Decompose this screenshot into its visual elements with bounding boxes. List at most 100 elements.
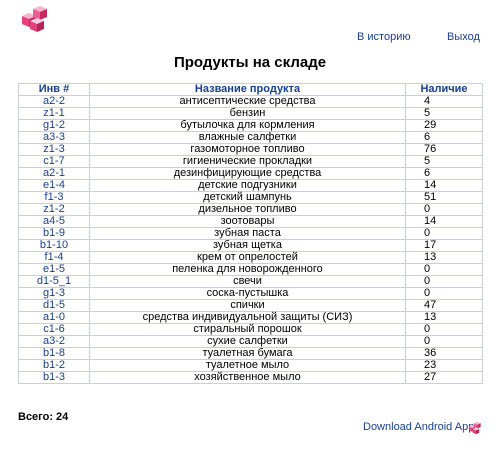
- product-name-cell: зубная паста: [89, 227, 406, 240]
- product-name-cell: стиральный порошок: [89, 323, 406, 336]
- inventory-table: Инв # Название продукта Наличие a2-2 анти…: [18, 83, 483, 384]
- table-row: b1-9 зубная паста 0: [18, 227, 483, 240]
- table-row: a2-2 антисептические средства 4: [18, 95, 483, 108]
- table-row: c1-7 гигиенические прокладки 5: [18, 155, 483, 168]
- quantity-cell: 13: [405, 311, 483, 324]
- table-row: c1-6 стиральный порошок 0: [18, 323, 483, 336]
- product-name-cell: зоотовары: [89, 215, 406, 228]
- inv-cell[interactable]: d1-5: [18, 299, 90, 312]
- quantity-cell: 0: [405, 275, 483, 288]
- quantity-cell: 14: [405, 179, 483, 192]
- inv-cell[interactable]: b1-8: [18, 347, 90, 360]
- cubes-app-icon[interactable]: [467, 420, 483, 436]
- inv-cell[interactable]: z1-2: [18, 203, 90, 216]
- quantity-cell: 0: [405, 227, 483, 240]
- product-name-cell: средства индивидуальной защиты (СИЗ): [89, 311, 406, 324]
- history-link[interactable]: В историю: [357, 31, 411, 43]
- inv-cell[interactable]: g1-3: [18, 287, 90, 300]
- product-name-cell: туалетная бумага: [89, 347, 406, 360]
- product-name-cell: детский шампунь: [89, 191, 406, 204]
- table-row: e1-4 детские подгузники 14: [18, 179, 483, 192]
- page-title: Продукты на складе: [173, 54, 327, 71]
- product-name-cell: зубная щетка: [89, 239, 406, 252]
- quantity-cell: 23: [405, 359, 483, 372]
- quantity-cell: 36: [405, 347, 483, 360]
- product-name-cell: спички: [89, 299, 406, 312]
- inv-cell[interactable]: b1-9: [18, 227, 90, 240]
- inv-cell[interactable]: b1-2: [18, 359, 90, 372]
- column-header-inv[interactable]: Инв #: [18, 83, 90, 96]
- product-name-cell: влажные салфетки: [89, 131, 406, 144]
- table-header-row: Инв # Название продукта Наличие: [18, 83, 483, 96]
- inv-cell[interactable]: a2-1: [18, 167, 90, 180]
- cubes-logo-icon[interactable]: [18, 4, 52, 34]
- column-header-name[interactable]: Название продукта: [89, 83, 406, 96]
- product-name-cell: крем от опрелостей: [89, 251, 406, 264]
- inv-cell[interactable]: b1-10: [18, 239, 90, 252]
- inv-cell[interactable]: e1-4: [18, 179, 90, 192]
- quantity-cell: 27: [405, 371, 483, 384]
- inv-cell[interactable]: f1-3: [18, 191, 90, 204]
- quantity-cell: 0: [405, 287, 483, 300]
- table-row: a1-0 средства индивидуальной защиты (СИЗ)…: [18, 311, 483, 324]
- product-name-cell: дизельное топливо: [89, 203, 406, 216]
- product-name-cell: сухие салфетки: [89, 335, 406, 348]
- logout-link[interactable]: Выход: [447, 31, 480, 43]
- table-row: b1-2 туалетное мыло 23: [18, 359, 483, 372]
- product-name-cell: газомоторное топливо: [89, 143, 406, 156]
- inv-cell[interactable]: c1-6: [18, 323, 90, 336]
- quantity-cell: 4: [405, 95, 483, 108]
- table-row: z1-1 бензин 5: [18, 107, 483, 120]
- inv-cell[interactable]: a3-3: [18, 131, 90, 144]
- inv-cell[interactable]: d1-5_1: [18, 275, 90, 288]
- table-row: a2-1 дезинфицирующие средства 6: [18, 167, 483, 180]
- table-row: a4-5 зоотовары 14: [18, 215, 483, 228]
- table-row: f1-4 крем от опрелостей 13: [18, 251, 483, 264]
- quantity-cell: 5: [405, 107, 483, 120]
- inv-cell[interactable]: b1-3: [18, 371, 90, 384]
- table-row: d1-5 спички 47: [18, 299, 483, 312]
- quantity-cell: 0: [405, 203, 483, 216]
- inv-cell[interactable]: a4-5: [18, 215, 90, 228]
- inv-cell[interactable]: g1-2: [18, 119, 90, 132]
- inv-cell[interactable]: a3-2: [18, 335, 90, 348]
- inv-cell[interactable]: f1-4: [18, 251, 90, 264]
- table-row: b1-8 туалетная бумага 36: [18, 347, 483, 360]
- inv-cell[interactable]: e1-5: [18, 263, 90, 276]
- quantity-cell: 0: [405, 263, 483, 276]
- product-name-cell: гигиенические прокладки: [89, 155, 406, 168]
- table-row: z1-3 газомоторное топливо 76: [18, 143, 483, 156]
- product-name-cell: соска-пустышка: [89, 287, 406, 300]
- inv-cell[interactable]: c1-7: [18, 155, 90, 168]
- quantity-cell: 29: [405, 119, 483, 132]
- inv-cell[interactable]: a1-0: [18, 311, 90, 324]
- download-android-app-link[interactable]: Download Android App: [363, 421, 475, 433]
- quantity-cell: 17: [405, 239, 483, 252]
- product-name-cell: детские подгузники: [89, 179, 406, 192]
- quantity-cell: 13: [405, 251, 483, 264]
- quantity-cell: 47: [405, 299, 483, 312]
- inv-cell[interactable]: z1-3: [18, 143, 90, 156]
- product-name-cell: бензин: [89, 107, 406, 120]
- quantity-cell: 0: [405, 323, 483, 336]
- quantity-cell: 51: [405, 191, 483, 204]
- quantity-cell: 6: [405, 131, 483, 144]
- table-row: e1-5 пеленка для новорожденного 0: [18, 263, 483, 276]
- inventory-table-body: a2-2 антисептические средства 4 z1-1 бензин 5…: [18, 95, 483, 384]
- product-name-cell: бутылочка для кормления: [89, 119, 406, 132]
- product-name-cell: свечи: [89, 275, 406, 288]
- table-row: g1-2 бутылочка для кормления 29: [18, 119, 483, 132]
- quantity-cell: 5: [405, 155, 483, 168]
- inv-cell[interactable]: a2-2: [18, 95, 90, 108]
- quantity-cell: 6: [405, 167, 483, 180]
- column-header-qty[interactable]: Наличие: [405, 83, 483, 96]
- total-count: Всего: 24: [18, 411, 69, 423]
- product-name-cell: антисептические средства: [89, 95, 406, 108]
- table-row: a3-3 влажные салфетки 6: [18, 131, 483, 144]
- table-row: a3-2 сухие салфетки 0: [18, 335, 483, 348]
- table-row: z1-2 дизельное топливо 0: [18, 203, 483, 216]
- quantity-cell: 76: [405, 143, 483, 156]
- inv-cell[interactable]: z1-1: [18, 107, 90, 120]
- quantity-cell: 0: [405, 335, 483, 348]
- product-name-cell: дезинфицирующие средства: [89, 167, 406, 180]
